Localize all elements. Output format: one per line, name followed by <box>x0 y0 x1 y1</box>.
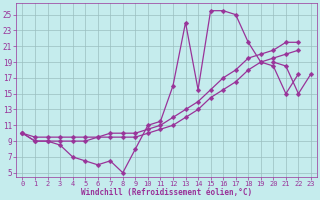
X-axis label: Windchill (Refroidissement éolien,°C): Windchill (Refroidissement éolien,°C) <box>81 188 252 197</box>
